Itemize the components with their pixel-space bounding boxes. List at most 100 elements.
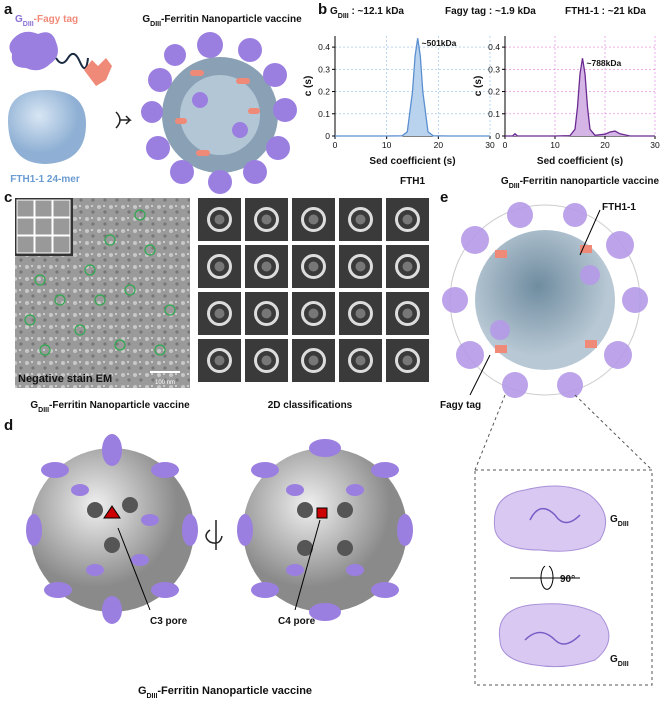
chart-subtitle: FTH1 xyxy=(400,176,425,187)
subscript: DIII xyxy=(338,13,349,20)
x-tick-label: 30 xyxy=(485,140,495,150)
text-part: G xyxy=(610,514,618,525)
class-core xyxy=(355,355,366,366)
y-tick-label: 0.3 xyxy=(318,64,330,74)
class-particle xyxy=(254,254,279,279)
text-part: -Ferritin Nanoparticle vaccine xyxy=(49,400,190,411)
x-tick-label: 10 xyxy=(550,140,560,150)
class-particle xyxy=(207,348,232,373)
x-tick-label: 20 xyxy=(434,140,444,150)
text-part: -Ferritin Nanoparticle vaccine xyxy=(161,14,302,25)
y-tick-label: 0.1 xyxy=(318,109,330,119)
fth1-label: FTH1-1 xyxy=(602,202,636,213)
panel-letter: d xyxy=(4,417,13,434)
line xyxy=(335,38,490,137)
class-core xyxy=(261,261,272,272)
class-particle xyxy=(348,348,373,373)
panel-letter: b xyxy=(318,1,327,18)
class-core xyxy=(402,308,413,319)
text-part: G xyxy=(610,654,618,665)
class-core xyxy=(261,355,272,366)
d-caption: GDIII-Ferritin Nanoparticle vaccine xyxy=(138,685,312,700)
y-axis-label: c (s) xyxy=(473,76,484,97)
class-particle xyxy=(301,207,326,232)
text-part: G xyxy=(330,6,338,17)
panel-d-art xyxy=(26,434,413,624)
class-particle xyxy=(207,254,232,279)
area xyxy=(505,58,655,137)
class-core xyxy=(214,261,225,272)
x-tick-label: 10 xyxy=(382,140,392,150)
class-particle xyxy=(348,301,373,326)
panel-letter: a xyxy=(4,1,13,18)
mass-label: FTH1-1 : ~21 kDa xyxy=(565,6,646,17)
y-tick-label: 0.2 xyxy=(488,87,500,97)
x-tick-label: 30 xyxy=(650,140,660,150)
class-particle xyxy=(348,207,373,232)
chart-subtitle: GDIII-Ferritin nanoparticle vaccine xyxy=(501,176,660,190)
text-part: G xyxy=(142,14,150,25)
class-particle xyxy=(395,254,420,279)
class-particle xyxy=(254,301,279,326)
class-particle xyxy=(301,348,326,373)
class-core xyxy=(402,214,413,225)
rotation-label: 90° xyxy=(560,574,575,585)
class-particle xyxy=(395,207,420,232)
em-caption: GDIII-Ferritin Nanoparticle vaccine xyxy=(30,400,190,414)
subscript: DIII xyxy=(509,183,520,190)
class-particle xyxy=(395,348,420,373)
class-particle xyxy=(395,301,420,326)
x-tick-label: 0 xyxy=(503,140,508,150)
class-caption: 2D classifications xyxy=(268,400,353,411)
text-part: -Ferritin nanoparticle vaccine xyxy=(520,176,660,187)
class-core xyxy=(308,261,319,272)
class-core xyxy=(308,214,319,225)
fagy-label: Fagy tag xyxy=(440,400,481,411)
x-axis-label: Sed coefficient (s) xyxy=(537,156,623,167)
c3-label: C3 pore xyxy=(150,616,188,627)
y-tick-label: 0.4 xyxy=(488,42,500,52)
class-core xyxy=(402,261,413,272)
class-core xyxy=(355,308,366,319)
class-core xyxy=(308,308,319,319)
y-axis-label: c (s) xyxy=(303,76,314,97)
y-tick-label: 0 xyxy=(325,131,330,141)
text-part: G xyxy=(501,176,509,187)
c4-label: C4 pore xyxy=(278,616,316,627)
y-tick-label: 0.4 xyxy=(318,42,330,52)
panel-letter: e xyxy=(440,189,448,206)
subscript: DIII xyxy=(23,21,34,28)
text-part: : ~12.1 kDa xyxy=(349,6,405,17)
text-part: -Ferritin Nanoparticle vaccine xyxy=(157,685,312,697)
panel-letter: c xyxy=(4,189,12,206)
x-tick-label: 0 xyxy=(333,140,338,150)
x-axis-label: Sed coefficient (s) xyxy=(369,156,455,167)
y-tick-label: 0.2 xyxy=(318,87,330,97)
em-image xyxy=(15,198,190,388)
text-part: G xyxy=(138,685,147,697)
area xyxy=(335,38,490,137)
class-particle xyxy=(301,301,326,326)
class-particle xyxy=(207,207,232,232)
class-core xyxy=(261,214,272,225)
class-core xyxy=(308,355,319,366)
vaccine-label: GDIII-Ferritin Nanoparticle vaccine xyxy=(142,14,302,28)
class-particle xyxy=(207,301,232,326)
class-particle xyxy=(301,254,326,279)
cage-label: FTH1-1 24-mer xyxy=(10,174,80,185)
class-particle xyxy=(254,207,279,232)
subscript: DIII xyxy=(618,661,629,668)
mass-label: GDIII : ~12.1 kDa xyxy=(330,6,404,20)
class-averages xyxy=(198,198,429,382)
text-part: -Fagy tag xyxy=(34,14,78,25)
mass-label: Fagy tag : ~1.9 kDa xyxy=(445,6,536,17)
class-core xyxy=(402,355,413,366)
scale-bar-label: 100 nm xyxy=(155,380,175,386)
annotation: ~788kDa xyxy=(587,58,622,68)
class-core xyxy=(261,308,272,319)
subscript: DIII xyxy=(38,407,49,414)
gdiii-label: GDIII xyxy=(610,514,629,528)
line xyxy=(505,58,655,137)
gdiii-label: GDIII xyxy=(610,654,629,668)
